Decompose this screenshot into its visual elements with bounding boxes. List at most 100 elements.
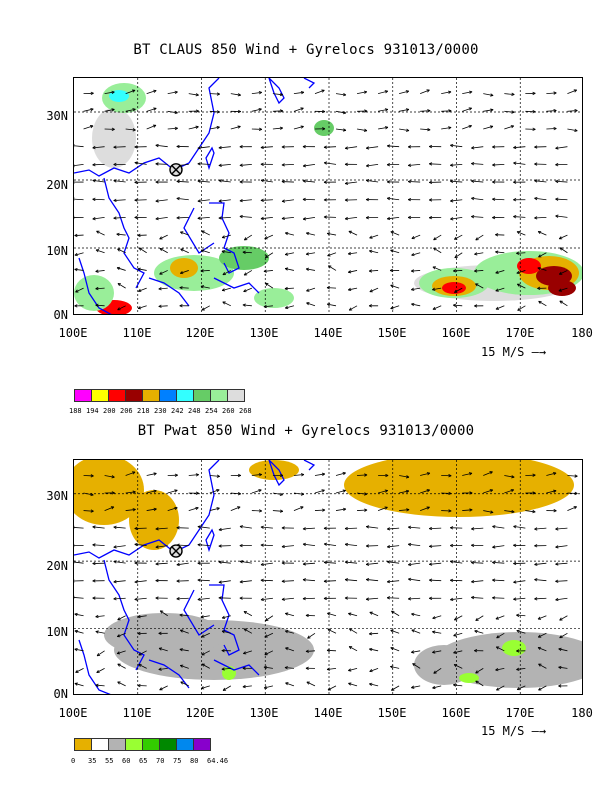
wind-vector [567,491,578,496]
wind-vector [453,303,463,307]
wind-vector [344,596,358,600]
wind-vector [159,247,168,254]
wind-vector [222,301,232,307]
wind-vector [386,527,400,531]
wind-vector [534,179,547,183]
wind-vector [104,108,115,112]
wind-vector [239,214,252,219]
wind-vector [420,89,430,95]
wind-vector [432,615,442,620]
wind-vector [209,474,220,478]
wind-vector [335,92,347,97]
wind-vector [146,507,157,511]
wind-vector [243,628,253,634]
wind-vector [567,128,578,132]
wind-vector [327,265,337,271]
colorbar-tick-label: 218 [137,407,150,415]
wind-vector [293,506,304,511]
wind-vector [239,596,252,600]
wind-vector [197,162,210,166]
wind-vector [242,666,252,670]
colorbar-swatch [142,738,160,751]
lon-label-170e-bottom: 170E [505,706,535,720]
wind-vector [450,578,463,583]
wind-vector [83,125,94,130]
wind-vector [284,286,294,291]
wind-vector [567,89,578,95]
wind-vector [407,197,421,202]
wind-vector [378,108,389,112]
wind-vector [104,475,115,479]
wind-vector [408,562,421,567]
wind-vector [534,527,547,531]
wind-vector [558,684,568,688]
wind-vector [390,665,400,669]
lat-label-10n-bottom: 10N [46,625,68,639]
wind-vector [471,196,484,201]
wind-vector [386,196,400,201]
wind-vector [125,471,136,476]
wind-vector [555,214,568,218]
wind-vector [386,544,400,549]
wind-vector [264,650,274,656]
wind-vector [188,125,199,130]
coastlines-bottom [74,460,316,694]
wind-vector [496,632,505,639]
colorbar-tick-label: 188 [69,407,82,415]
wind-vector [365,197,379,202]
wind-vector [263,304,273,309]
wind-vector [117,681,126,687]
wind-vector [260,162,273,166]
colorbar-tick-label: 75 [173,757,182,765]
wind-vector [281,145,294,149]
wind-vector [378,126,389,130]
wind-vectors-top [74,89,578,311]
wind-vector [495,667,505,672]
wind-vector [302,527,316,531]
wind-vector [137,683,147,688]
wind-vector [293,90,305,95]
wind-vector [218,560,231,564]
colorbar-tick-label: 254 [205,407,218,415]
wind-vector [348,305,358,311]
wind-vector [155,216,168,221]
wind-vector [197,561,210,565]
wind-vector [453,683,463,687]
wind-vector [125,508,136,512]
wind-vector [537,286,547,291]
wind-vector [137,614,147,619]
wind-vector [516,613,526,617]
wind-vector [357,473,368,477]
wind-vector [74,525,84,530]
wind-vector [368,269,379,273]
grid-lines-top [74,78,582,314]
wind-vector [239,525,252,529]
wind-vector [450,179,463,183]
wind-vector [429,578,442,582]
wind-vector [441,109,452,113]
wind-vector [125,490,136,494]
lon-label-140e-top: 140E [313,326,343,340]
wind-vector [306,287,316,292]
wind-vector [302,562,316,566]
wind-vector [369,287,379,293]
wind-vector [260,216,273,221]
wind-vector [555,197,568,201]
wind-vector [538,300,547,307]
wind-vector [450,526,463,530]
wind-vector [399,90,410,95]
wind-vector [537,266,547,271]
wind-vector [433,247,442,254]
wind-vector [327,628,337,634]
wind-vector [407,597,421,601]
wind-vector [146,124,157,130]
wind-vector [432,630,442,634]
vector-arrow-icon: ―→ [531,345,547,359]
wind-vector [559,632,568,639]
top-map-canvas [74,78,582,314]
wind-vector [555,527,568,531]
wind-vector [293,492,305,496]
wind-vector [74,267,84,272]
wind-vector [201,230,210,236]
wind-vector [429,596,442,600]
